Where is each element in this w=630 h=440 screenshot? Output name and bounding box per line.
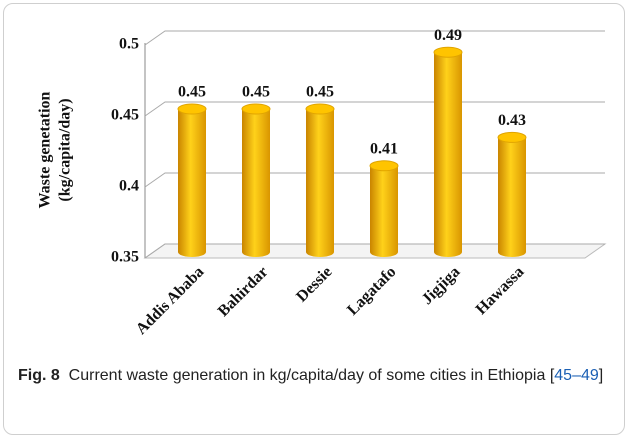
cylinder-top: [241, 103, 271, 115]
y-axis-label: Waste genetation: [37, 91, 54, 208]
y-tick-label: 0.35: [111, 249, 139, 266]
x-tick-label: Addis Ababa: [133, 263, 208, 338]
chart: Waste genetation (kg/capita/day) 0.35 0.4…: [37, 27, 607, 338]
figure-frame: [3, 3, 625, 435]
x-tick-label: Bahirdar: [215, 263, 272, 320]
data-label: 0.45: [306, 84, 334, 101]
y-tick-label: 0.4: [119, 178, 139, 195]
data-label: 0.43: [498, 112, 526, 129]
caption-label: Fig. 8: [18, 367, 60, 384]
data-label: 0.49: [434, 27, 462, 44]
y-tick-label: 0.45: [111, 107, 139, 124]
grid-line: [144, 101, 605, 117]
grid-line: [144, 30, 605, 46]
cylinder-body: [178, 109, 206, 257]
bar: [369, 160, 399, 257]
cylinder-body: [306, 109, 334, 257]
bar: [177, 103, 207, 257]
caption: Fig. 8 Current waste generation in kg/ca…: [18, 364, 608, 388]
cylinder-top: [369, 160, 399, 172]
y-axis-label: (kg/capita/day): [57, 98, 74, 201]
bar: [305, 103, 335, 257]
cylinder-top: [177, 103, 207, 115]
bar: [497, 131, 527, 257]
y-tick-label: 0.5: [119, 36, 139, 53]
x-tick-label: Hawassa: [473, 263, 528, 318]
cylinder-body: [498, 137, 526, 257]
data-label: 0.41: [370, 140, 398, 157]
bar: [241, 103, 271, 257]
cylinder-body: [370, 165, 398, 257]
caption-ref[interactable]: 45–49: [554, 367, 599, 384]
caption-text: Current waste generation in kg/capita/da…: [68, 367, 555, 384]
caption-end: ]: [598, 367, 604, 384]
cylinder-top: [497, 131, 527, 143]
cylinder-top: [305, 103, 335, 115]
cylinder-body: [242, 109, 270, 257]
cylinder-top: [433, 46, 463, 58]
data-label: 0.45: [178, 84, 206, 101]
data-label: 0.45: [242, 84, 270, 101]
cylinder-body: [434, 52, 462, 257]
x-tick-label: Lagatafo: [344, 263, 399, 318]
x-tick-label: Jigjiga: [419, 263, 464, 308]
x-tick-label: Dessie: [293, 263, 335, 305]
bar: [433, 46, 463, 257]
